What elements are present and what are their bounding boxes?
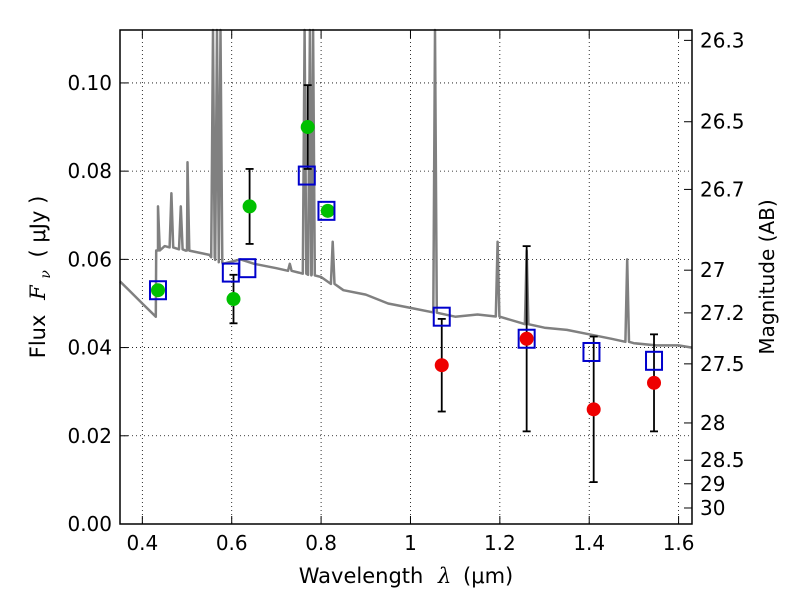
circle-marker	[242, 199, 257, 214]
circle-marker	[519, 331, 534, 346]
circle-marker	[647, 375, 662, 390]
y-tick-label: 0.10	[67, 71, 112, 95]
y-axis-label-prefix: Flux	[26, 315, 50, 359]
circle-marker	[320, 203, 335, 218]
square-marker	[432, 306, 451, 327]
x-tick-label: 0.8	[305, 531, 337, 555]
data-markers	[148, 120, 664, 417]
x-tick-label: 0.6	[216, 531, 248, 555]
x-tick-label: 0.4	[126, 531, 158, 555]
grid	[120, 30, 692, 525]
magnitude-tick-label: 27.2	[700, 301, 745, 325]
y-axis-ticks: 0.00 0.02 0.04 0.06 0.08 0.10	[67, 71, 128, 536]
circle-marker	[586, 402, 601, 417]
y-axis-label-subscript: ν	[38, 270, 54, 279]
circle-marker	[300, 120, 315, 135]
magnitude-tick-label: 26.3	[700, 28, 745, 52]
magnitude-tick-label: 26.5	[700, 110, 745, 134]
y-tick-label: 0.06	[67, 247, 112, 271]
magnitude-tick-label: 28.5	[700, 448, 745, 472]
x-tick-label: 1.6	[663, 531, 695, 555]
y-tick-label: 0.08	[67, 159, 112, 183]
magnitude-tick-label: 28	[700, 411, 725, 435]
y-tick-label: 0.02	[67, 424, 112, 448]
square-marker	[517, 328, 536, 349]
x-axis-label-symbol: λ	[437, 564, 451, 588]
x-axis-label-prefix: Wavelength	[299, 564, 424, 588]
circle-marker	[434, 358, 449, 373]
circle-marker	[150, 283, 165, 298]
x-axis-label-unit: (μm)	[463, 564, 513, 588]
x-tick-label: 1.4	[573, 531, 605, 555]
square-marker	[645, 350, 664, 371]
magnitude-tick-label: 27	[700, 258, 725, 282]
magnitude-tick-label: 29	[700, 472, 725, 496]
circle-marker	[226, 292, 241, 307]
magnitude-tick-label: 26.7	[700, 177, 745, 201]
y-axis-label-unit: ( μJy )	[26, 196, 50, 258]
square-marker	[317, 200, 336, 221]
spectrum-line	[119, 28, 693, 349]
square-marker	[297, 165, 316, 186]
error-bars	[229, 84, 659, 483]
square-marker	[238, 258, 257, 279]
plot-area-frame	[119, 29, 693, 525]
square-marker	[221, 262, 240, 283]
x-tick-label: 1.2	[484, 531, 516, 555]
magnitude-tick-label: 30	[700, 496, 725, 520]
template-spectrum	[119, 28, 693, 349]
magnitude-tick-label: 27.5	[700, 352, 745, 376]
x-axis-label: Wavelength λ (μm)	[299, 564, 513, 588]
x-axis-ticks: 0.4 0.6 0.8 1 1.2 1.4 1.6	[126, 30, 695, 555]
square-marker	[582, 341, 601, 362]
y-axis-label: Flux F ν ( μJy )	[26, 196, 55, 359]
x-tick-label: 1	[404, 531, 417, 555]
y-axis-label-symbol: F	[26, 284, 50, 301]
y-tick-label: 0.00	[67, 512, 112, 536]
magnitude-axis-label: Magnitude (AB)	[755, 199, 779, 354]
square-marker	[148, 280, 167, 301]
y-tick-label: 0.04	[67, 336, 112, 360]
